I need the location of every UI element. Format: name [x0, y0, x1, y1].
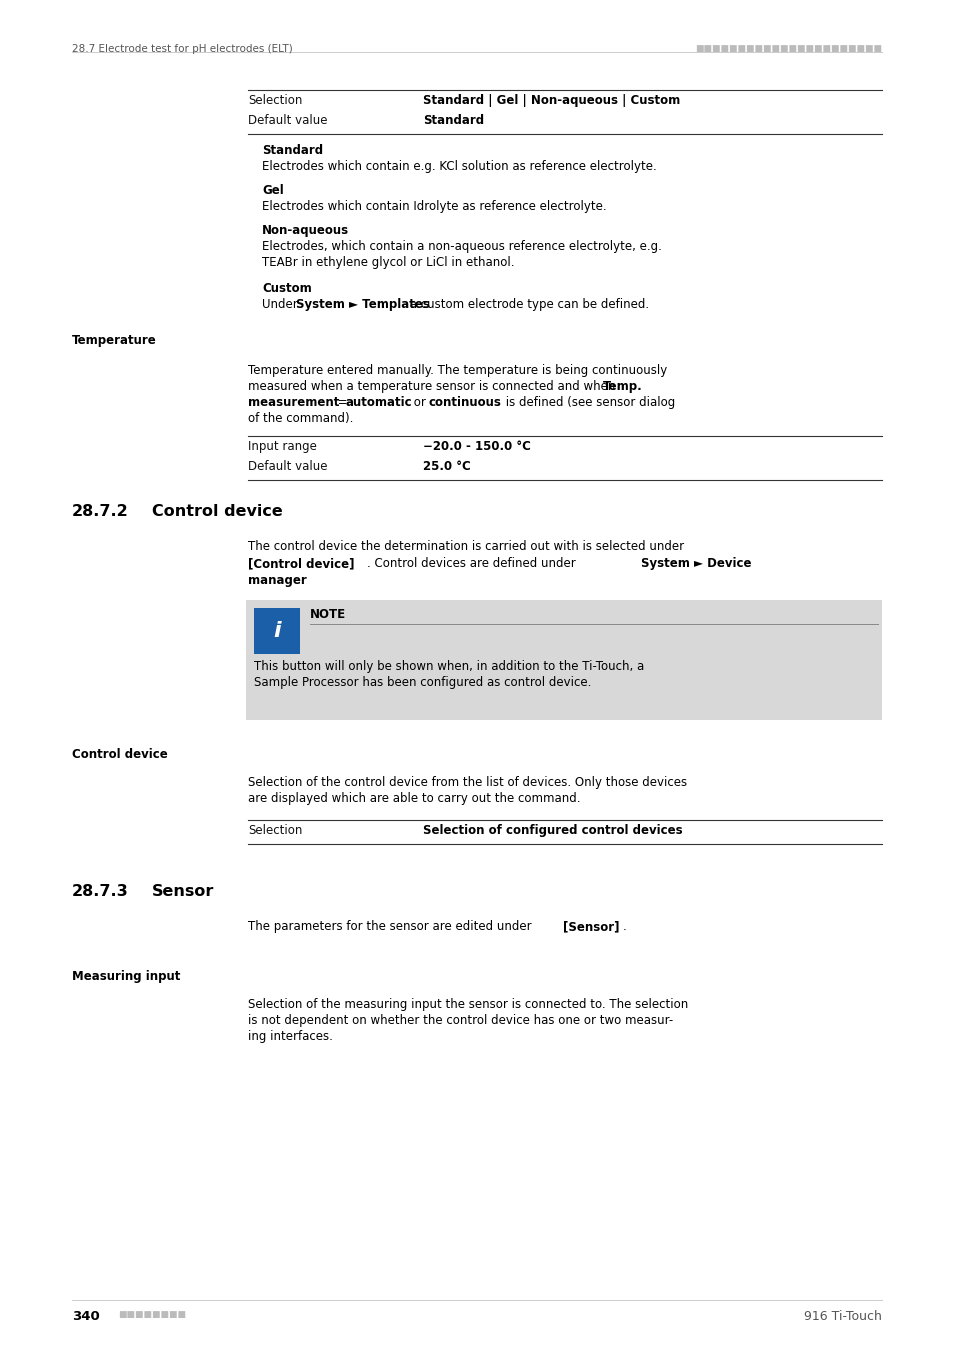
Text: 28.7 Electrode test for pH electrodes (ELT): 28.7 Electrode test for pH electrodes (E…	[71, 45, 293, 54]
Text: Custom: Custom	[262, 282, 312, 296]
Text: are displayed which are able to carry out the command.: are displayed which are able to carry ou…	[248, 792, 579, 805]
Text: measured when a temperature sensor is connected and when: measured when a temperature sensor is co…	[248, 379, 618, 393]
Text: ■■■■■■■■■■■■■■■■■■■■■■: ■■■■■■■■■■■■■■■■■■■■■■	[695, 45, 882, 53]
Text: −20.0 - 150.0 °C: −20.0 - 150.0 °C	[422, 440, 530, 454]
Text: Temperature: Temperature	[71, 333, 156, 347]
Text: Default value: Default value	[248, 460, 327, 472]
Text: .: .	[622, 919, 626, 933]
Text: Electrodes which contain e.g. KCl solution as reference electrolyte.: Electrodes which contain e.g. KCl soluti…	[262, 161, 656, 173]
Text: Selection: Selection	[248, 824, 302, 837]
Text: Electrodes, which contain a non-aqueous reference electrolyte, e.g.: Electrodes, which contain a non-aqueous …	[262, 240, 661, 252]
Text: Input range: Input range	[248, 440, 316, 454]
Text: ing interfaces.: ing interfaces.	[248, 1030, 333, 1044]
Text: is not dependent on whether the control device has one or two measur-: is not dependent on whether the control …	[248, 1014, 673, 1027]
Text: manager: manager	[248, 574, 307, 587]
Text: Standard: Standard	[262, 144, 323, 157]
Text: or: or	[410, 396, 429, 409]
Text: Sensor: Sensor	[152, 884, 214, 899]
Text: 28.7.3: 28.7.3	[71, 884, 129, 899]
Text: NOTE: NOTE	[310, 608, 346, 621]
Text: 25.0 °C: 25.0 °C	[422, 460, 470, 472]
Text: This button will only be shown when, in addition to the Ti-Touch, a: This button will only be shown when, in …	[253, 660, 643, 674]
Text: Electrodes which contain Idrolyte as reference electrolyte.: Electrodes which contain Idrolyte as ref…	[262, 200, 606, 213]
Text: is defined (see sensor dialog: is defined (see sensor dialog	[501, 396, 675, 409]
Text: automatic: automatic	[346, 396, 413, 409]
Text: Selection of configured control devices: Selection of configured control devices	[422, 824, 682, 837]
Text: measurement: measurement	[248, 396, 339, 409]
Text: [Control device]: [Control device]	[248, 558, 355, 570]
Text: Gel: Gel	[262, 184, 283, 197]
Text: Sample Processor has been configured as control device.: Sample Processor has been configured as …	[253, 676, 591, 688]
Text: Control device: Control device	[152, 504, 282, 518]
Text: Selection: Selection	[248, 95, 302, 107]
Text: i: i	[273, 621, 280, 641]
Text: Non-aqueous: Non-aqueous	[262, 224, 349, 238]
Text: System ► Device: System ► Device	[640, 558, 751, 570]
Text: Standard | Gel | Non-aqueous | Custom: Standard | Gel | Non-aqueous | Custom	[422, 95, 679, 107]
Text: Under: Under	[262, 298, 301, 311]
Text: of the command).: of the command).	[248, 412, 353, 425]
Text: TEABr in ethylene glycol or LiCl in ethanol.: TEABr in ethylene glycol or LiCl in etha…	[262, 256, 514, 269]
Text: .: .	[301, 574, 304, 587]
Text: Temp.: Temp.	[602, 379, 642, 393]
Text: Temperature entered manually. The temperature is being continuously: Temperature entered manually. The temper…	[248, 364, 666, 377]
Bar	[253, 608, 299, 653]
Text: 28.7.2: 28.7.2	[71, 504, 129, 518]
Text: a custom electrode type can be defined.: a custom electrode type can be defined.	[406, 298, 648, 311]
Text: Selection of the control device from the list of devices. Only those devices: Selection of the control device from the…	[248, 776, 686, 788]
Text: [Sensor]: [Sensor]	[562, 919, 618, 933]
Text: Control device: Control device	[71, 748, 168, 761]
Text: System ► Templates: System ► Templates	[295, 298, 430, 311]
Text: 916 Ti-Touch: 916 Ti-Touch	[803, 1310, 882, 1323]
Text: 340: 340	[71, 1310, 100, 1323]
Text: Default value: Default value	[248, 113, 327, 127]
Text: ■■■■■■■■: ■■■■■■■■	[118, 1310, 186, 1319]
Text: The parameters for the sensor are edited under: The parameters for the sensor are edited…	[248, 919, 535, 933]
Text: =: =	[334, 396, 351, 409]
Text: Measuring input: Measuring input	[71, 971, 180, 983]
Text: The control device the determination is carried out with is selected under: The control device the determination is …	[248, 540, 683, 553]
Text: continuous: continuous	[429, 396, 501, 409]
Bar	[246, 599, 882, 720]
Text: . Control devices are defined under: . Control devices are defined under	[367, 558, 578, 570]
Text: Selection of the measuring input the sensor is connected to. The selection: Selection of the measuring input the sen…	[248, 998, 687, 1011]
Text: Standard: Standard	[422, 113, 483, 127]
